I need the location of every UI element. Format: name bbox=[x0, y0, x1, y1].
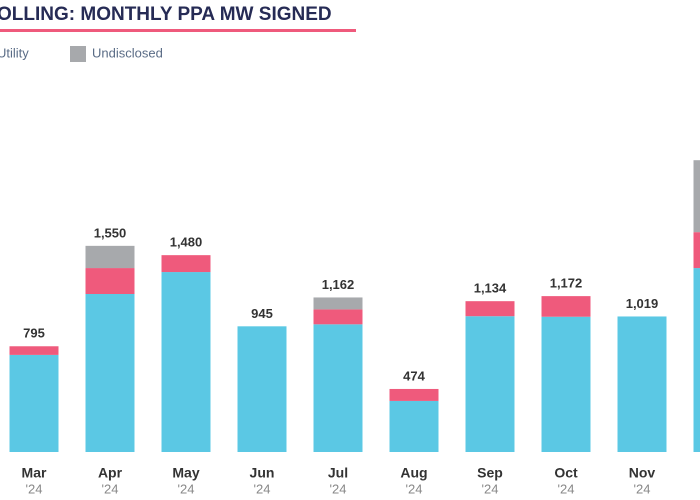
bar-segment bbox=[541, 316, 591, 452]
x-tick-year: '24 bbox=[406, 481, 423, 496]
value-label: 1,172 bbox=[550, 276, 583, 291]
bar-segment bbox=[693, 268, 700, 452]
bar-segment bbox=[693, 232, 700, 269]
bar-segment bbox=[541, 296, 591, 317]
x-tick-label: Aug bbox=[400, 465, 427, 481]
x-tick-label: Sep bbox=[477, 465, 503, 481]
bar-segment bbox=[237, 326, 287, 452]
value-label: 795 bbox=[23, 326, 45, 341]
bar-segment bbox=[617, 316, 667, 452]
bar-segment bbox=[161, 272, 211, 452]
bar-segment bbox=[693, 160, 700, 233]
chart-title: OLLING: MONTHLY PPA MW SIGNED bbox=[0, 4, 332, 25]
value-label: 1,550 bbox=[94, 225, 127, 240]
bar-segment bbox=[85, 268, 135, 294]
value-label: 945 bbox=[251, 306, 273, 321]
bar-segment bbox=[85, 293, 135, 452]
bar-segment bbox=[389, 400, 439, 452]
bar-segment bbox=[85, 245, 135, 269]
x-tick-label: May bbox=[172, 465, 199, 481]
x-tick-year: '24 bbox=[178, 481, 195, 496]
bar-segment bbox=[389, 388, 439, 401]
bar-segment bbox=[465, 301, 515, 317]
x-tick-label: Jul bbox=[328, 465, 348, 481]
x-tick-year: '24 bbox=[102, 481, 119, 496]
value-label: 1,019 bbox=[626, 296, 659, 311]
bar-segment bbox=[9, 346, 59, 355]
value-label: 474 bbox=[403, 368, 425, 383]
x-tick-year: '24 bbox=[330, 481, 347, 496]
bar-segment bbox=[313, 309, 363, 325]
bar-segment bbox=[161, 255, 211, 273]
bar-segment bbox=[9, 354, 59, 452]
value-label: 1,162 bbox=[322, 277, 355, 292]
legend-label: Undisclosed bbox=[92, 45, 163, 60]
x-tick-label: Apr bbox=[98, 465, 123, 481]
x-tick-year: '24 bbox=[558, 481, 575, 496]
bar-segment bbox=[313, 324, 363, 452]
x-tick-year: '24 bbox=[634, 481, 651, 496]
value-label: 1,480 bbox=[170, 235, 203, 250]
x-tick-year: '24 bbox=[482, 481, 499, 496]
legend-swatch bbox=[70, 46, 86, 62]
x-tick-label: Jun bbox=[250, 465, 275, 481]
bar-segment bbox=[313, 297, 363, 310]
x-tick-label: Oct bbox=[554, 465, 578, 481]
legend-label: Utility bbox=[0, 45, 29, 60]
value-label: 1,134 bbox=[474, 281, 507, 296]
x-tick-year: '24 bbox=[254, 481, 271, 496]
x-tick-label: Mar bbox=[22, 465, 47, 481]
x-tick-year: '24 bbox=[26, 481, 43, 496]
title-underline bbox=[0, 29, 356, 32]
x-tick-label: Nov bbox=[629, 465, 656, 481]
bar-segment bbox=[465, 316, 515, 452]
